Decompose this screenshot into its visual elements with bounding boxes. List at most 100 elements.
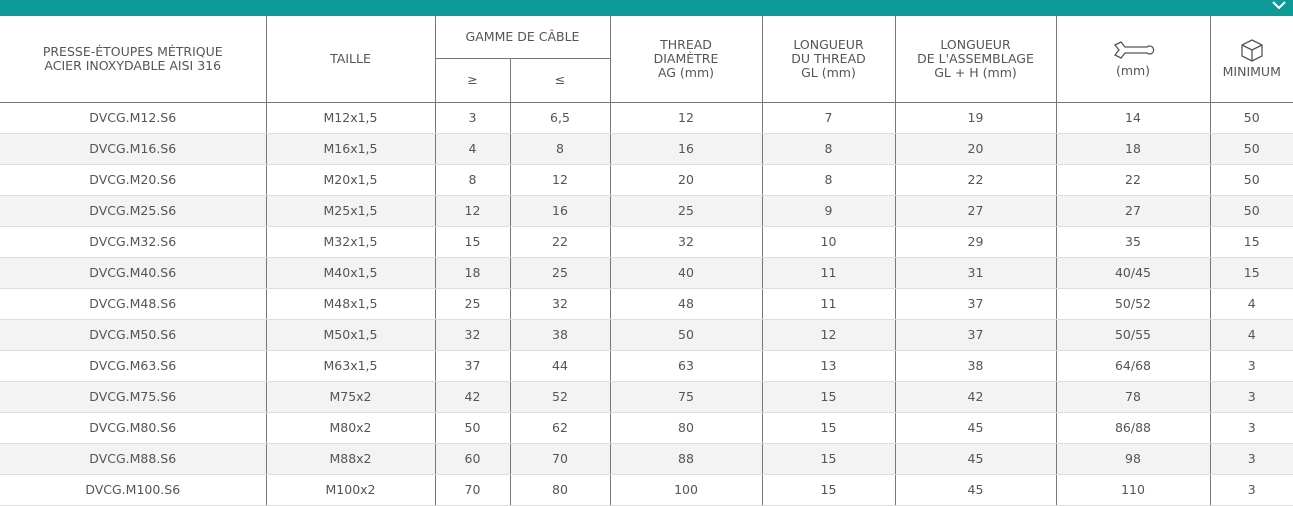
table-cell: 20 xyxy=(894,133,1056,165)
table-cell: 45 xyxy=(894,443,1056,475)
table-cell: DVCG.M63.S6 xyxy=(0,350,266,382)
table-row: DVCG.M25.S6 M25x1,5 12 16 25 9 27 27 50 xyxy=(0,195,1293,227)
table-cell: 3 xyxy=(434,102,510,134)
header-cell: THREAD DIAMÈTRE AG (mm) xyxy=(609,16,762,103)
header-cell: (mm) xyxy=(1055,16,1210,103)
table-cell: DVCG.M12.S6 xyxy=(0,102,266,134)
table-cell: 3 xyxy=(1209,474,1293,506)
table-row: DVCG.M32.S6 M32x1,5 15 22 32 10 29 35 15 xyxy=(0,226,1293,258)
table-cell: 3 xyxy=(1209,443,1293,475)
table-cell: M75x2 xyxy=(265,381,435,413)
header-cell: TAILLE xyxy=(265,16,435,103)
table-cell: 50/52 xyxy=(1055,288,1210,320)
table-cell: DVCG.M75.S6 xyxy=(0,381,266,413)
table-cell: 22 xyxy=(509,226,610,258)
table-cell: 27 xyxy=(1055,195,1210,227)
table-cell: 11 xyxy=(761,288,895,320)
table-cell: 50 xyxy=(1209,102,1293,134)
wrench-icon xyxy=(1113,41,1155,60)
table-cell: 50 xyxy=(609,319,762,351)
table-cell: 15 xyxy=(761,381,895,413)
table-cell: M32x1,5 xyxy=(265,226,435,258)
table-cell: 3 xyxy=(1209,381,1293,413)
table-cell: 8 xyxy=(434,164,510,196)
table-row: DVCG.M75.S6 M75x2 42 52 75 15 42 78 3 xyxy=(0,381,1293,413)
table-cell: 52 xyxy=(509,381,610,413)
table-cell: 37 xyxy=(434,350,510,382)
table-cell: DVCG.M16.S6 xyxy=(0,133,266,165)
icon xyxy=(1272,1,1286,10)
table-cell: 60 xyxy=(434,443,510,475)
table-cell: 63 xyxy=(609,350,762,382)
table-cell: 110 xyxy=(1055,474,1210,506)
table-cell: 40/45 xyxy=(1055,257,1210,289)
table-cell: DVCG.M32.S6 xyxy=(0,226,266,258)
table-cell: M40x1,5 xyxy=(265,257,435,289)
table-cell: 13 xyxy=(761,350,895,382)
table-row: DVCG.M50.S6 M50x1,5 32 38 50 12 37 50/55 4 xyxy=(0,319,1293,351)
box-icon xyxy=(1241,39,1263,62)
table-cell: 64/68 xyxy=(1055,350,1210,382)
table-cell: DVCG.M20.S6 xyxy=(0,164,266,196)
table-cell: 38 xyxy=(894,350,1056,382)
table-cell: 88 xyxy=(609,443,762,475)
table-cell: 16 xyxy=(609,133,762,165)
table-cell: 12 xyxy=(761,319,895,351)
header-cell: MINIMUM xyxy=(1209,16,1293,103)
header-cell: GAMME DE CÂBLE xyxy=(434,16,610,59)
table-cell: 4 xyxy=(1209,319,1293,351)
header-cell: LONGUEUR DU THREAD GL (mm) xyxy=(761,16,895,103)
table-cell: 8 xyxy=(761,133,895,165)
table-cell: 62 xyxy=(509,412,610,444)
table-cell: 45 xyxy=(894,412,1056,444)
table-body: DVCG.M12.S6 M12x1,5 3 6,5 12 7 19 14 50 DVCG.M16.… xyxy=(0,102,1293,506)
table-cell: 25 xyxy=(509,257,610,289)
header-cell: PRESSE-ÉTOUPES MÉTRIQUE ACIER INOXYDABLE … xyxy=(0,16,266,103)
table-cell: 15 xyxy=(761,443,895,475)
table-cell: 14 xyxy=(1055,102,1210,134)
table-cell: 19 xyxy=(894,102,1056,134)
table-cell: 15 xyxy=(1209,257,1293,289)
table-cell: 15 xyxy=(761,474,895,506)
table-cell: M80x2 xyxy=(265,412,435,444)
table-cell: 27 xyxy=(894,195,1056,227)
table-row: DVCG.M40.S6 M40x1,5 18 25 40 11 31 40/45 15 xyxy=(0,257,1293,289)
table: PRESSE-ÉTOUPES MÉTRIQUE ACIER INOXYDABLE … xyxy=(0,16,1293,506)
table-cell: 37 xyxy=(894,288,1056,320)
table-cell: 35 xyxy=(1055,226,1210,258)
table-cell: 25 xyxy=(609,195,762,227)
table-cell: 50/55 xyxy=(1055,319,1210,351)
table-cell: 31 xyxy=(894,257,1056,289)
table-cell: 8 xyxy=(761,164,895,196)
table-cell: 75 xyxy=(609,381,762,413)
header-cell: ≥ xyxy=(434,58,510,103)
table-cell: 3 xyxy=(1209,350,1293,382)
table-cell: 50 xyxy=(1209,195,1293,227)
table-cell: 32 xyxy=(509,288,610,320)
table-cell: 42 xyxy=(894,381,1056,413)
table-cell: 12 xyxy=(609,102,762,134)
table-cell: 70 xyxy=(434,474,510,506)
table-cell: DVCG.M40.S6 xyxy=(0,257,266,289)
table-cell: M50x1,5 xyxy=(265,319,435,351)
table-cell: 15 xyxy=(434,226,510,258)
table-cell: M63x1,5 xyxy=(265,350,435,382)
table-cell: 18 xyxy=(1055,133,1210,165)
table-cell: 80 xyxy=(509,474,610,506)
table-cell: 100 xyxy=(609,474,762,506)
table-cell: 12 xyxy=(434,195,510,227)
header-cell: LONGUEUR DE L'ASSEMBLAGE GL + H (mm) xyxy=(894,16,1056,103)
table-cell: 4 xyxy=(434,133,510,165)
table-cell: 50 xyxy=(434,412,510,444)
table-cell: 6,5 xyxy=(509,102,610,134)
table-cell: 22 xyxy=(1055,164,1210,196)
table-cell: DVCG.M100.S6 xyxy=(0,474,266,506)
table-cell: 22 xyxy=(894,164,1056,196)
table-cell: M88x2 xyxy=(265,443,435,475)
table-cell: 86/88 xyxy=(1055,412,1210,444)
table-row: DVCG.M88.S6 M88x2 60 70 88 15 45 98 3 xyxy=(0,443,1293,475)
table-cell: 40 xyxy=(609,257,762,289)
table-cell: M20x1,5 xyxy=(265,164,435,196)
table-cell: M100x2 xyxy=(265,474,435,506)
